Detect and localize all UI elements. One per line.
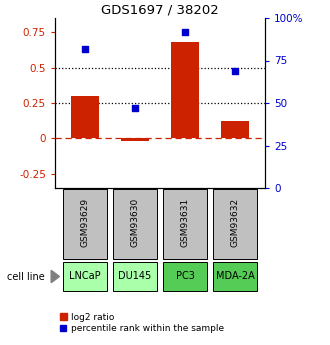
Bar — [221, 121, 249, 138]
Text: PC3: PC3 — [176, 271, 194, 281]
Text: MDA-2A: MDA-2A — [215, 271, 254, 281]
Bar — [171, 42, 199, 138]
Bar — [113, 262, 157, 291]
Text: GSM93631: GSM93631 — [181, 198, 189, 247]
Point — [182, 29, 188, 34]
Text: DU145: DU145 — [118, 271, 151, 281]
Bar — [71, 96, 99, 138]
Text: GSM93629: GSM93629 — [81, 198, 89, 247]
Bar — [113, 189, 157, 258]
Point — [132, 105, 138, 111]
Text: LNCaP: LNCaP — [69, 271, 101, 281]
Text: GSM93630: GSM93630 — [130, 198, 140, 247]
Bar — [121, 138, 149, 141]
Bar — [213, 262, 257, 291]
Text: GSM93632: GSM93632 — [230, 198, 240, 247]
Title: GDS1697 / 38202: GDS1697 / 38202 — [101, 4, 219, 17]
Bar — [163, 189, 207, 258]
Point — [232, 68, 238, 73]
Bar — [163, 262, 207, 291]
Legend: log2 ratio, percentile rank within the sample: log2 ratio, percentile rank within the s… — [56, 309, 227, 337]
Bar — [63, 262, 107, 291]
Bar — [213, 189, 257, 258]
Bar — [63, 189, 107, 258]
Point — [82, 46, 88, 51]
Text: cell line: cell line — [7, 272, 44, 282]
